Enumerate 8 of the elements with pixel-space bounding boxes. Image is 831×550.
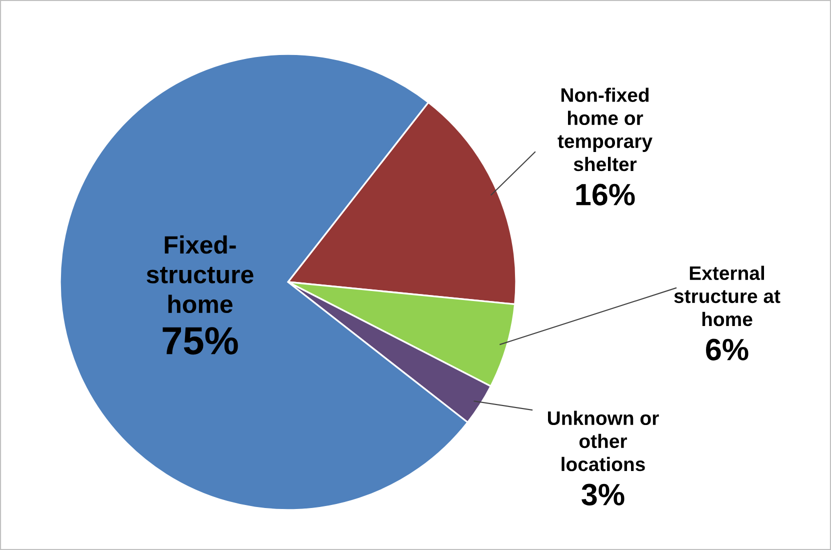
slice-label: Non-fixed home or temporary shelter	[558, 88, 652, 172]
slice-label: Unknown or other locations	[548, 410, 659, 472]
data-label: 75%	[162, 327, 238, 355]
slice-label: External structure at home	[674, 266, 780, 326]
slice-label: Fixed- structure home	[146, 235, 254, 314]
data-label: 6%	[706, 338, 748, 360]
data-label: 16%	[576, 184, 635, 206]
data-label: 3%	[582, 484, 624, 506]
